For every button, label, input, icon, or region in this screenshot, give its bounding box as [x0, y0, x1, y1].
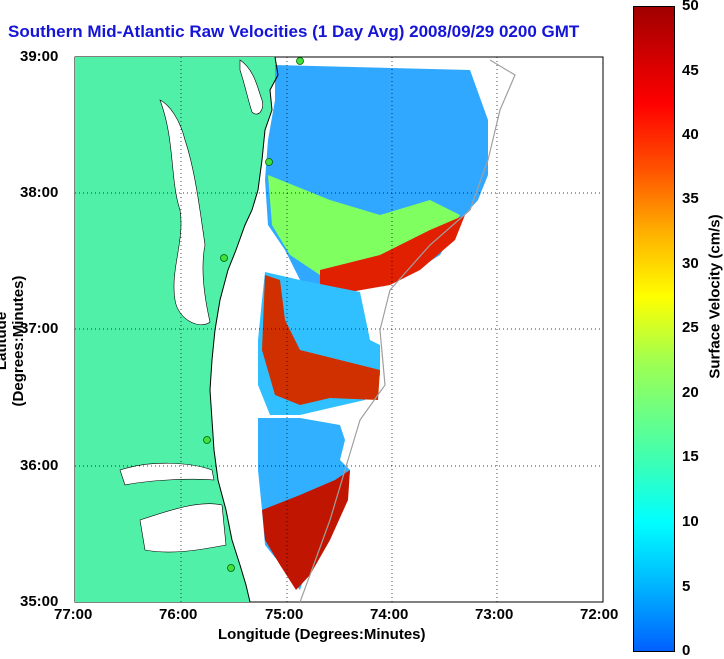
velocity-field-south-red [262, 470, 350, 590]
colorbar-tick: 50 [682, 0, 699, 14]
pamlico-sound [139, 503, 227, 553]
x-tick-label: 73:00 [475, 606, 514, 623]
velocity-field-middle-red [262, 275, 380, 405]
colorbar-tick: 40 [682, 126, 699, 143]
colorbar [633, 6, 675, 652]
velocity-field-north-red [320, 215, 465, 292]
colorbar-tick: 5 [682, 578, 691, 595]
colorbar-tick: 30 [682, 255, 699, 272]
colorbar-tick: 45 [682, 62, 699, 79]
colorbar-tick: 0 [682, 642, 691, 659]
delaware-bay [239, 59, 263, 115]
x-tick-label: 75:00 [265, 606, 304, 623]
y-tick-label: 36:00 [20, 457, 59, 474]
albemarle-sound [119, 462, 215, 486]
x-tick-label: 76:00 [159, 606, 198, 623]
grid-lines [75, 57, 603, 602]
shelf-contour [299, 59, 516, 603]
colorbar-tick: 35 [682, 190, 699, 207]
y-tick-label: 39:00 [20, 48, 59, 65]
colorbar-tick: 25 [682, 319, 699, 336]
x-tick-label: 72:00 [580, 606, 619, 623]
y-tick-label: 37:00 [20, 320, 59, 337]
y-tick-label: 38:00 [20, 184, 59, 201]
map-title: Southern Mid-Atlantic Raw Velocities (1 … [8, 22, 580, 41]
x-tick-label: 74:00 [370, 606, 409, 623]
chesapeake-bay [159, 99, 211, 326]
colorbar-label: Surface Velocity (cm/s) [706, 214, 724, 379]
colorbar-tick: 15 [682, 448, 699, 465]
x-tick-label: 77:00 [54, 606, 93, 623]
colorbar-tick: 20 [682, 384, 699, 401]
radar-sites [203, 57, 304, 572]
y-axis-label: Latitude (Degrees:Minutes) [0, 275, 27, 407]
y-tick-label: 35:00 [20, 593, 59, 610]
colorbar-tick: 10 [682, 513, 699, 530]
x-axis-label: Longitude (Degrees:Minutes) [218, 626, 426, 643]
coastline [209, 56, 279, 603]
